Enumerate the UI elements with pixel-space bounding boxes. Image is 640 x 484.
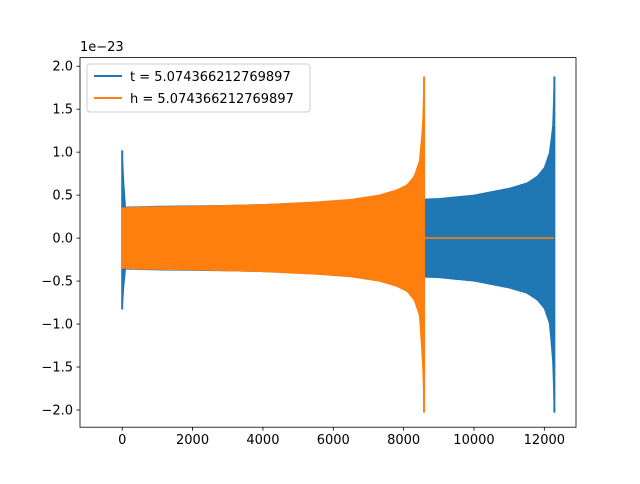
plot-area: [121, 76, 556, 413]
y-tick-label: 0.5: [52, 189, 73, 204]
y-tick-label: 1.0: [52, 146, 73, 161]
y-tick-label: 0.0: [52, 232, 73, 247]
series-h: [121, 76, 555, 413]
y-tick-label: 2.0: [52, 60, 73, 75]
x-tick-label: 4000: [246, 433, 279, 448]
y-offset-label: 1e−23: [80, 40, 124, 55]
y-tick-label: −2.0: [41, 404, 73, 419]
axis-ticks: 0 2000 4000 6000 8000 10000 12000 −2.0 −1.5 −1.0 −…: [41, 60, 565, 449]
x-tick-label: 2000: [176, 433, 209, 448]
x-tick-label: 12000: [524, 433, 565, 448]
y-tick-label: −1.5: [41, 361, 73, 376]
legend: t = 5.074366212769897 h = 5.074366212769…: [86, 63, 311, 113]
legend-label-h: h = 5.074366212769897: [130, 92, 294, 107]
legend-box: [86, 63, 311, 113]
x-tick-label: 8000: [387, 433, 420, 448]
y-tick-label: −0.5: [41, 275, 73, 290]
axes-frame: [79, 57, 577, 428]
x-tick-label: 6000: [317, 433, 350, 448]
legend-label-t: t = 5.074366212769897: [130, 70, 291, 85]
y-tick-label: 1.5: [52, 103, 73, 118]
series-h-envelope: [121, 76, 425, 413]
x-tick-label: 0: [118, 433, 126, 448]
y-tick-label: −1.0: [41, 318, 73, 333]
x-tick-label: 10000: [453, 433, 494, 448]
